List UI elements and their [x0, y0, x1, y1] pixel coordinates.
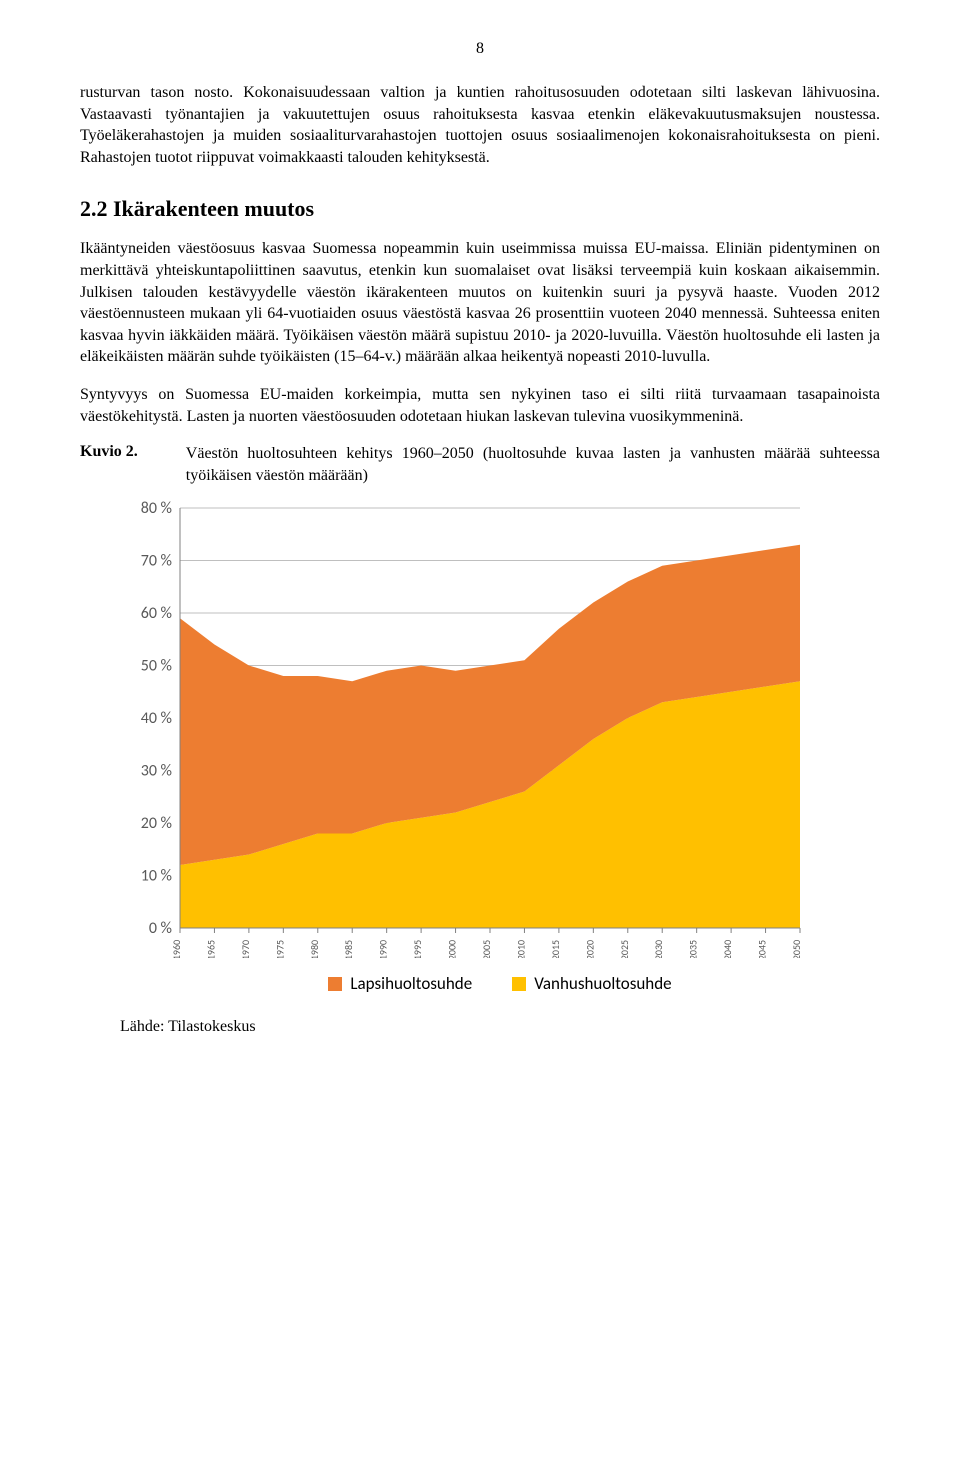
svg-text:70 %: 70 %: [141, 552, 172, 571]
svg-text:2035: 2035: [687, 940, 700, 958]
svg-text:2000: 2000: [446, 940, 459, 958]
legend-label-lapsi: Lapsihuoltosuhde: [350, 973, 472, 994]
legend-swatch-vanhus: [512, 977, 526, 991]
svg-text:10 %: 10 %: [141, 867, 172, 886]
svg-text:1985: 1985: [342, 940, 355, 958]
svg-text:2015: 2015: [549, 940, 562, 958]
svg-text:80 %: 80 %: [141, 499, 172, 518]
svg-text:20 %: 20 %: [141, 814, 172, 833]
figure-caption-row: Kuvio 2. Väestön huoltosuhteen kehitys 1…: [80, 443, 880, 486]
figure-label: Kuvio 2.: [80, 443, 138, 461]
svg-text:40 %: 40 %: [141, 709, 172, 728]
svg-text:30 %: 30 %: [141, 762, 172, 781]
chart-container: 0 % 10 % 20 % 30 % 40 % 50 % 60 % 70 % 80 % 1960 1…: [120, 498, 880, 994]
svg-text:2005: 2005: [480, 940, 493, 958]
dependency-ratio-chart: 0 % 10 % 20 % 30 % 40 % 50 % 60 % 70 % 80 % 1960 1…: [120, 498, 820, 958]
svg-text:2025: 2025: [618, 940, 631, 958]
svg-text:0 %: 0 %: [149, 919, 172, 938]
chart-legend: Lapsihuoltosuhde Vanhushuoltosuhde: [120, 973, 880, 994]
svg-text:1965: 1965: [204, 940, 217, 958]
svg-text:2045: 2045: [756, 940, 769, 958]
section-heading: 2.2 Ikärakenteen muutos: [80, 196, 880, 222]
svg-text:1960: 1960: [170, 940, 183, 958]
svg-text:1980: 1980: [308, 940, 321, 958]
svg-text:2010: 2010: [514, 940, 527, 958]
svg-text:1970: 1970: [239, 940, 252, 958]
legend-item-vanhus: Vanhushuoltosuhde: [512, 973, 671, 994]
paragraph-body-1: Ikääntyneiden väestöosuus kasvaa Suomess…: [80, 238, 880, 368]
svg-text:50 %: 50 %: [141, 657, 172, 676]
svg-text:1975: 1975: [273, 940, 286, 958]
svg-text:60 %: 60 %: [141, 604, 172, 623]
legend-item-lapsi: Lapsihuoltosuhde: [328, 973, 472, 994]
legend-label-vanhus: Vanhushuoltosuhde: [534, 973, 671, 994]
figure-caption: Väestön huoltosuhteen kehitys 1960–2050 …: [186, 443, 880, 486]
page-number: 8: [80, 40, 880, 58]
svg-text:1995: 1995: [411, 940, 424, 958]
svg-text:1990: 1990: [377, 940, 390, 958]
svg-text:2050: 2050: [790, 940, 803, 958]
paragraph-body-2: Syntyvyys on Suomessa EU-maiden korkeimp…: [80, 384, 880, 427]
paragraph-intro: rusturvan tason nosto. Kokonaisuudessaan…: [80, 82, 880, 168]
figure-source: Lähde: Tilastokeskus: [120, 1018, 880, 1036]
svg-text:2020: 2020: [583, 940, 596, 958]
svg-text:2030: 2030: [652, 940, 665, 958]
document-page: 8 rusturvan tason nosto. Kokonaisuudessa…: [0, 0, 960, 1076]
svg-text:2040: 2040: [721, 940, 734, 958]
legend-swatch-lapsi: [328, 977, 342, 991]
